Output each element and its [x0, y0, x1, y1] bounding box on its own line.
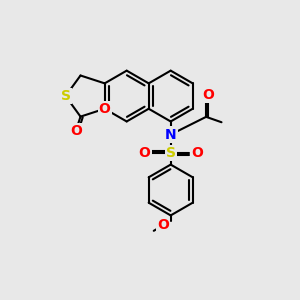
Text: O: O	[191, 146, 203, 160]
Text: S: S	[166, 146, 176, 160]
Text: O: O	[202, 88, 214, 102]
Text: N: N	[165, 128, 176, 142]
Text: S: S	[61, 89, 70, 103]
Text: O: O	[139, 146, 150, 160]
Text: O: O	[99, 102, 111, 116]
Text: O: O	[157, 218, 169, 232]
Text: O: O	[70, 124, 82, 138]
